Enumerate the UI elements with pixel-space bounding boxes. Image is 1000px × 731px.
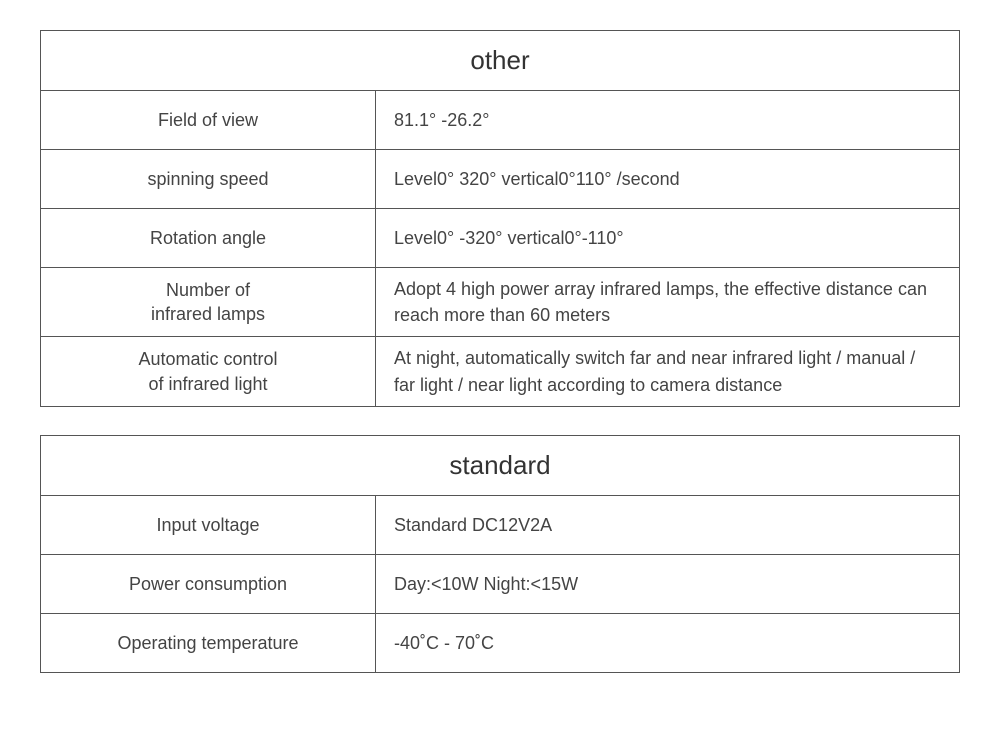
spec-value: Adopt 4 high power array infrared lamps,…: [376, 268, 960, 337]
table-row: Operating temperature -40˚C - 70˚C: [41, 613, 960, 672]
table-row: Rotation angle Level0° -320° vertical0°-…: [41, 209, 960, 268]
spec-table-standard: standard Input voltage Standard DC12V2A …: [40, 435, 960, 673]
spec-value: 81.1° -26.2°: [376, 91, 960, 150]
spec-value: -40˚C - 70˚C: [376, 613, 960, 672]
spec-label: Operating temperature: [41, 613, 376, 672]
table-row: Number ofinfrared lamps Adopt 4 high pow…: [41, 268, 960, 337]
table-header: standard: [41, 435, 960, 495]
spec-table-other: other Field of view 81.1° -26.2° spinnin…: [40, 30, 960, 407]
spec-value: Standard DC12V2A: [376, 495, 960, 554]
spec-value: Level0° -320° vertical0°-110°: [376, 209, 960, 268]
table-row: Automatic controlof infrared light At ni…: [41, 337, 960, 406]
spec-label: Field of view: [41, 91, 376, 150]
table-row: Field of view 81.1° -26.2°: [41, 91, 960, 150]
table-row: spinning speed Level0° 320° vertical0°11…: [41, 150, 960, 209]
table-header: other: [41, 31, 960, 91]
spec-label: Automatic controlof infrared light: [41, 337, 376, 406]
spec-value: Day:<10W Night:<15W: [376, 554, 960, 613]
spec-value: At night, automatically switch far and n…: [376, 337, 960, 406]
spec-label: Input voltage: [41, 495, 376, 554]
table-row: Power consumption Day:<10W Night:<15W: [41, 554, 960, 613]
spec-label: Number ofinfrared lamps: [41, 268, 376, 337]
spec-label: spinning speed: [41, 150, 376, 209]
spec-label: Power consumption: [41, 554, 376, 613]
spec-label: Rotation angle: [41, 209, 376, 268]
spec-value: Level0° 320° vertical0°110° /second: [376, 150, 960, 209]
table-row: Input voltage Standard DC12V2A: [41, 495, 960, 554]
